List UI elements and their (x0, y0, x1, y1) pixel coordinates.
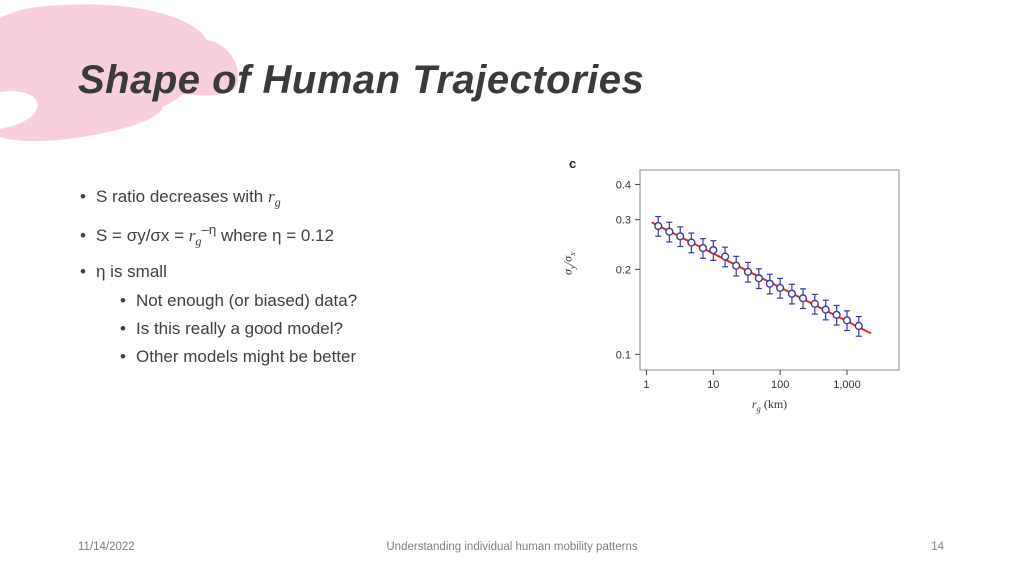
bullet-list: • S ratio decreases with rg • S = σy/σx … (80, 186, 520, 374)
bullet-marker: • (120, 319, 126, 338)
panel-label: c (569, 156, 577, 171)
data-point (709, 246, 718, 255)
data-point (654, 221, 663, 231)
footer-caption: Understanding individual human mobility … (386, 541, 638, 553)
math-subscript: g (756, 403, 761, 414)
sub-bullet-text: Not enough (or biased) data? (136, 291, 358, 310)
scatter-plot-figure: c 1 10 100 1,000 0.1 0.2 0.3 0.4 σy/σx rg (km) (555, 148, 920, 433)
data-point (720, 252, 730, 261)
y-tick-label: 0.1 (616, 349, 631, 361)
sub-bullet-item: • Other models might be better (120, 346, 520, 368)
y-tick-label: 0.2 (616, 264, 631, 276)
y-axis-label-part: /σ (560, 255, 575, 266)
data-point (798, 294, 808, 303)
y-axis-label-part: σ (560, 269, 575, 275)
bullet-marker: • (80, 262, 86, 281)
bullet-text: S = σy/σx = rg–η where η = 0.12 (96, 221, 334, 249)
y-axis-label: σy/σx (560, 229, 577, 299)
y-axis-label-sub: x (566, 252, 577, 256)
data-point (765, 279, 774, 288)
slide-title: Shape of Human Trajectories (78, 58, 645, 102)
sub-bullet-text: Is this really a good model? (136, 319, 343, 338)
sub-bullet-item: • Not enough (or biased) data? (120, 290, 520, 312)
brush-notch (0, 84, 41, 136)
data-point (821, 305, 830, 314)
math-variable-rg: rg (188, 226, 202, 249)
bullet-text-part: S = σy/σx = (96, 226, 189, 245)
data-point (776, 283, 785, 292)
data-point (698, 243, 708, 253)
bullet-marker: • (120, 347, 126, 366)
math-subscript: g (274, 195, 281, 210)
y-tick-label: 0.3 (616, 215, 631, 227)
bullet-marker: • (80, 226, 86, 245)
bullet-item-eta-small: • η is small (80, 261, 520, 283)
data-point (743, 267, 753, 276)
data-point (854, 321, 863, 331)
math-var: r (267, 187, 275, 206)
sub-bullet-text: Other models might be better (136, 347, 357, 366)
chart-svg: 1 10 100 1,000 0.1 0.2 0.3 0.4 (616, 169, 900, 391)
plot-frame (639, 169, 900, 371)
footer-date: 11/14/2022 (78, 541, 135, 553)
math-var: r (751, 397, 757, 411)
y-axis-label-sub: y (566, 265, 577, 270)
bullet-text-part: S ratio decreases with (96, 187, 268, 206)
data-point (810, 299, 819, 308)
x-axis-label: rg (km) (640, 397, 899, 414)
x-tick-label: 100 (771, 379, 789, 391)
bullet-item-formula: • S = σy/σx = rg–η where η = 0.12 (80, 221, 520, 249)
data-point (832, 310, 841, 319)
data-point (665, 227, 674, 236)
bullet-text: η is small (96, 262, 167, 281)
x-tick-label: 1 (643, 379, 649, 391)
data-point (676, 232, 685, 241)
data-point (687, 238, 696, 247)
x-axis-label-var: rg (751, 397, 761, 414)
x-tick-label: 10 (707, 379, 719, 391)
footer-page-number: 14 (931, 541, 944, 553)
math-subscript: g (195, 234, 202, 249)
x-axis-label-unit: (km) (760, 397, 788, 411)
data-point (787, 289, 797, 298)
data-point (732, 261, 741, 270)
data-point (754, 274, 763, 283)
math-exponent: –η (201, 221, 217, 237)
bullet-text: S ratio decreases with rg (96, 186, 281, 210)
bullet-item-s-ratio: • S ratio decreases with rg (80, 186, 520, 210)
bullet-marker: • (80, 187, 86, 206)
math-var: r (188, 226, 196, 245)
math-variable-rg: rg (267, 187, 281, 210)
data-point (842, 316, 852, 325)
y-tick-label: 0.4 (616, 179, 631, 191)
bullet-text-part: where η = 0.12 (216, 226, 334, 245)
sub-bullet-item: • Is this really a good model? (120, 318, 520, 340)
x-tick-label: 1,000 (833, 379, 861, 391)
bullet-marker: • (120, 291, 126, 310)
slide-footer: 11/14/2022 Understanding individual huma… (0, 541, 1024, 561)
